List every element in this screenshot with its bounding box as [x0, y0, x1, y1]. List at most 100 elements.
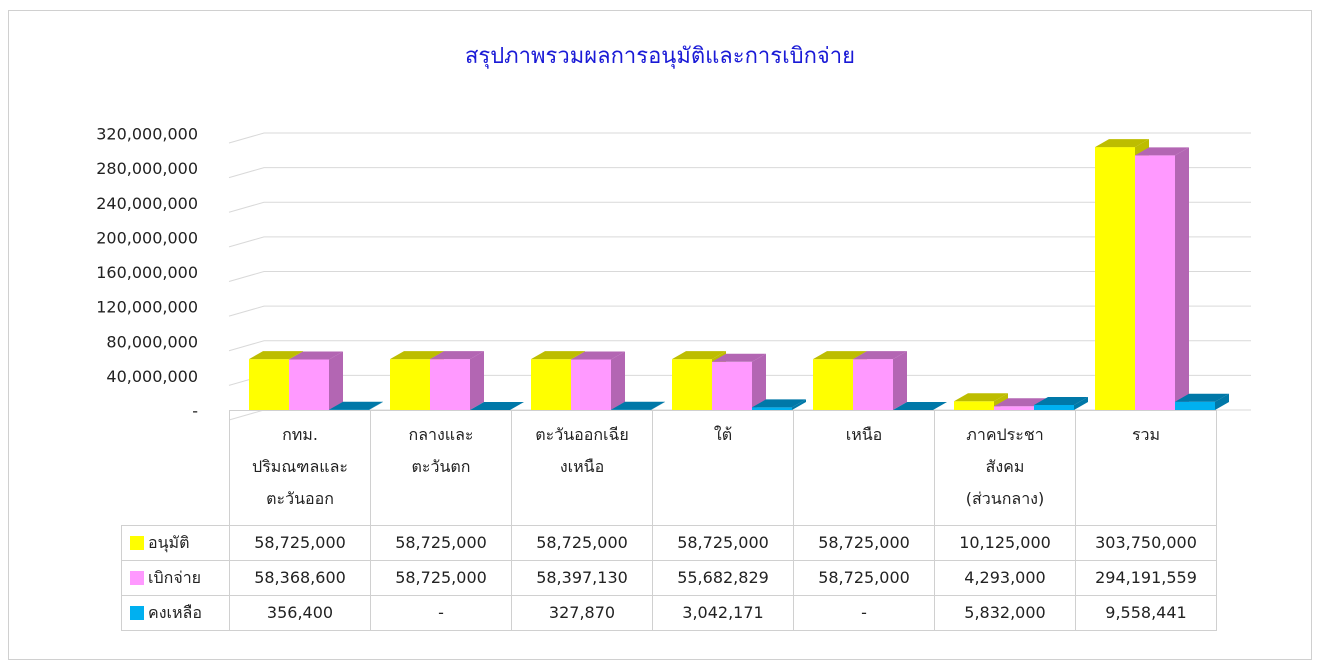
grid-line [228, 305, 1251, 317]
bar-top [329, 401, 383, 410]
bar [1095, 147, 1135, 410]
grid-line [228, 271, 1251, 282]
table-value: - [793, 595, 935, 631]
table-value: 303,750,000 [1075, 525, 1217, 561]
bar-side [752, 353, 766, 410]
bar-side [329, 351, 343, 410]
table-value: 4,293,000 [934, 560, 1076, 596]
category-label: กทม. ปริมณฑลและ ตะวันออก [229, 410, 371, 526]
bar-top [813, 351, 867, 360]
bar [994, 406, 1034, 410]
table-value: 3,042,171 [652, 595, 794, 631]
category-label: ภาคประชา สังคม (ส่วนกลาง) [934, 410, 1076, 526]
category-label: รวม [1075, 410, 1217, 526]
y-tick-label: 320,000,000 [96, 125, 198, 144]
y-tick-label: 80,000,000 [106, 332, 198, 351]
category-label: ตะวันออกเฉีย งเหนือ [511, 410, 653, 526]
y-tick-label: 280,000,000 [96, 159, 198, 178]
table-value: 58,725,000 [370, 525, 512, 561]
bar [712, 361, 752, 410]
table-value: 10,125,000 [934, 525, 1076, 561]
bar [249, 359, 289, 410]
bar-top [1095, 139, 1149, 148]
legend-swatch [130, 571, 144, 585]
bar-top [752, 399, 806, 408]
bar-top [853, 351, 907, 360]
legend-entry: คงเหลือ [121, 595, 230, 631]
table-value: 356,400 [229, 595, 371, 631]
grid-line [228, 132, 1251, 144]
bar-top [430, 351, 484, 360]
frame [8, 10, 1312, 660]
bar-side [369, 401, 383, 410]
bar [289, 359, 329, 410]
bar-top [1175, 393, 1229, 402]
bar [853, 359, 893, 410]
bar [752, 407, 792, 410]
bar-top [893, 402, 947, 410]
y-tick-label: 200,000,000 [96, 228, 198, 247]
table-value: 58,725,000 [652, 525, 794, 561]
table-value: 58,725,000 [793, 560, 935, 596]
bar [1135, 155, 1175, 410]
bar-top [611, 401, 665, 410]
bar [531, 359, 571, 410]
table-value: 58,397,130 [511, 560, 653, 596]
table-value: 5,832,000 [934, 595, 1076, 631]
grid-line [228, 236, 1251, 248]
y-tick-label: 160,000,000 [96, 263, 198, 282]
table-value: 58,368,600 [229, 560, 371, 596]
table-value: 58,725,000 [511, 525, 653, 561]
grid-line [228, 340, 1251, 352]
bar-top [712, 353, 766, 362]
bar-top [1034, 396, 1088, 405]
bar-top [571, 351, 625, 360]
bar [390, 359, 430, 410]
legend-label: คงเหลือ [148, 603, 202, 622]
bar [571, 359, 611, 410]
category-label: ใต้ [652, 410, 794, 526]
legend-entry: อนุมัติ [121, 525, 230, 561]
table-value: - [370, 595, 512, 631]
bar-top [531, 351, 585, 360]
chart-title: สรุปภาพรวมผลการอนุมัติและการเบิกจ่าย [465, 44, 855, 69]
table-value: 294,191,559 [1075, 560, 1217, 596]
bar-side [893, 351, 907, 410]
table-value: 9,558,441 [1075, 595, 1217, 631]
bar-side [651, 401, 665, 410]
table-value: 58,725,000 [370, 560, 512, 596]
bar-top [470, 402, 524, 410]
bar-top [249, 351, 303, 360]
bar-top [289, 351, 343, 360]
table-value: 327,870 [511, 595, 653, 631]
legend-swatch [130, 536, 144, 550]
bar-side [1215, 393, 1229, 410]
legend-label: เบิกจ่าย [148, 568, 202, 587]
category-label: เหนือ [793, 410, 935, 526]
bar-side [1175, 147, 1189, 410]
table-value: 58,725,000 [793, 525, 935, 561]
legend-entry: เบิกจ่าย [121, 560, 230, 596]
bar [1175, 401, 1215, 410]
bar [1034, 404, 1074, 410]
grid-line [228, 201, 1251, 213]
bar [430, 359, 470, 410]
table-value: 58,725,000 [229, 525, 371, 561]
y-tick-label: 120,000,000 [96, 298, 198, 317]
y-tick-label: - [192, 402, 198, 421]
bar-top [1135, 147, 1189, 156]
bar-top [994, 398, 1048, 407]
bar [954, 401, 994, 410]
bar [672, 359, 712, 410]
bar [813, 359, 853, 410]
category-label: กลางและ ตะวันตก [370, 410, 512, 526]
legend-label: อนุมัติ [148, 533, 190, 552]
table-value: 55,682,829 [652, 560, 794, 596]
bar-top [672, 351, 726, 360]
grid-line [228, 167, 1251, 179]
bar-side [470, 351, 484, 410]
legend-swatch [130, 606, 144, 620]
y-tick-label: 240,000,000 [96, 194, 198, 213]
y-tick-label: 40,000,000 [106, 367, 198, 386]
bar-side [1074, 396, 1088, 410]
